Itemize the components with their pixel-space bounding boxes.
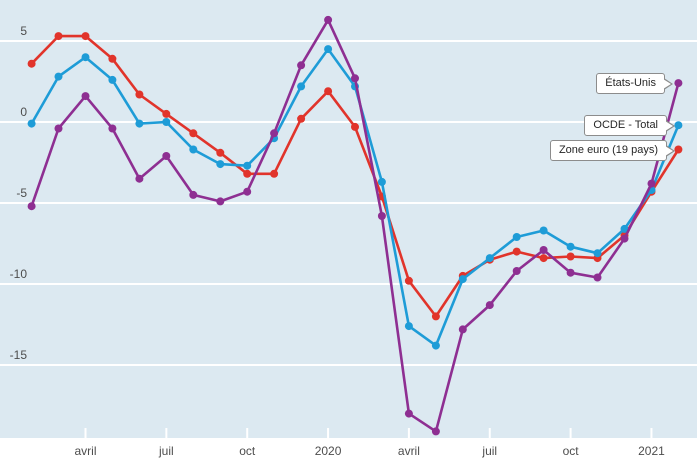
series-label-etats-unis: États-Unis [596, 73, 673, 94]
data-point[interactable] [566, 268, 575, 277]
series-label-ocde-total: OCDE - Total [584, 115, 675, 136]
data-point[interactable] [566, 242, 575, 251]
data-point[interactable] [512, 267, 521, 275]
data-point[interactable] [620, 224, 629, 233]
data-point[interactable] [647, 179, 656, 188]
series-label-zone-euro: Zone euro (19 pays) [549, 140, 676, 161]
data-point[interactable] [351, 74, 359, 83]
series-1 [27, 45, 683, 350]
data-point[interactable] [485, 254, 494, 263]
data-point[interactable] [81, 32, 90, 41]
series-0 [27, 32, 683, 321]
x-axis-tick-label: juil [158, 444, 174, 458]
y-axis-tick-label: -10 [10, 267, 28, 281]
x-axis-tick-label: oct [239, 444, 256, 458]
data-point[interactable] [270, 169, 279, 178]
data-point[interactable] [243, 187, 252, 196]
data-point[interactable] [539, 246, 548, 254]
data-point[interactable] [162, 118, 171, 126]
data-point[interactable] [620, 234, 629, 243]
data-point[interactable] [512, 247, 521, 256]
x-axis-tick-label: avril [398, 444, 420, 458]
y-axis-tick-label: -5 [16, 186, 27, 200]
data-point[interactable] [54, 32, 63, 41]
x-axis-tick-label: avril [74, 444, 96, 458]
data-point[interactable] [135, 90, 144, 99]
data-point[interactable] [135, 119, 144, 128]
data-point[interactable] [216, 148, 225, 157]
data-point[interactable] [108, 75, 117, 84]
data-point[interactable] [297, 82, 306, 91]
x-axis-tick-label: oct [563, 444, 580, 458]
data-point[interactable] [243, 169, 252, 178]
data-point[interactable] [27, 59, 36, 68]
x-axis-tick-label: 2020 [315, 444, 342, 458]
data-point[interactable] [135, 174, 144, 183]
data-point[interactable] [297, 114, 306, 123]
x-axis-tick-label: juil [481, 444, 497, 458]
data-point[interactable] [108, 54, 117, 63]
data-point[interactable] [189, 145, 198, 154]
data-point[interactable] [351, 122, 359, 131]
data-point[interactable] [162, 109, 171, 118]
data-point[interactable] [324, 87, 333, 96]
data-point[interactable] [81, 53, 90, 62]
data-point[interactable] [162, 152, 171, 160]
data-point[interactable] [189, 190, 198, 199]
data-point[interactable] [377, 177, 386, 186]
x-axis-tick-label: 2021 [638, 444, 665, 458]
data-point[interactable] [404, 276, 413, 285]
data-point[interactable] [431, 427, 440, 436]
data-point[interactable] [431, 312, 440, 321]
data-point[interactable] [431, 341, 440, 350]
data-point[interactable] [404, 409, 413, 418]
data-point[interactable] [54, 124, 63, 133]
data-point[interactable] [243, 161, 252, 170]
data-point[interactable] [27, 119, 36, 128]
data-point[interactable] [458, 325, 467, 334]
data-point[interactable] [81, 92, 90, 101]
data-point[interactable] [539, 254, 548, 263]
data-point[interactable] [324, 15, 333, 24]
data-point[interactable] [108, 124, 117, 133]
data-point[interactable] [27, 202, 36, 211]
data-point[interactable] [54, 72, 63, 81]
y-axis-tick-label: 5 [20, 24, 27, 38]
data-point[interactable] [270, 129, 279, 138]
data-point[interactable] [216, 160, 225, 169]
data-point[interactable] [674, 121, 683, 130]
data-point[interactable] [593, 249, 602, 258]
data-point[interactable] [458, 275, 467, 284]
y-axis-tick-label: 0 [20, 105, 27, 119]
data-point[interactable] [539, 226, 548, 235]
data-point[interactable] [404, 322, 413, 331]
data-point[interactable] [297, 61, 306, 70]
data-point[interactable] [674, 79, 683, 88]
data-point[interactable] [216, 197, 225, 206]
data-point[interactable] [324, 45, 333, 54]
data-point[interactable] [189, 129, 198, 138]
data-point[interactable] [566, 252, 575, 261]
y-axis-tick-label: -15 [10, 348, 28, 362]
series-2 [27, 15, 683, 436]
data-point[interactable] [512, 233, 521, 241]
data-point[interactable] [593, 273, 602, 282]
data-point[interactable] [377, 212, 386, 220]
data-point[interactable] [674, 145, 683, 154]
data-point[interactable] [485, 301, 494, 310]
